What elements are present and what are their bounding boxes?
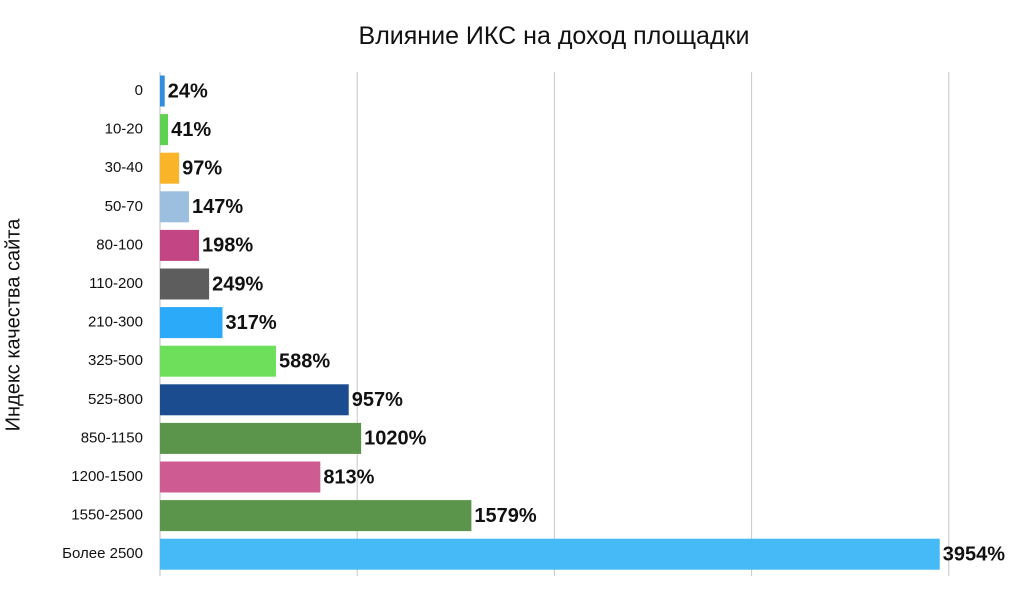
category-tick-label: 210-300: [88, 314, 143, 331]
bar: [160, 75, 165, 107]
category-tick-label: Более 2500: [62, 545, 143, 562]
bar-value-label: 198%: [202, 235, 253, 257]
bar: [160, 268, 210, 300]
bar: [160, 345, 276, 377]
category-tick-label: 30-40: [105, 159, 143, 176]
category-tick-label: 10-20: [105, 121, 143, 138]
bar-value-label: 3954%: [943, 543, 1005, 565]
category-tick-label: 110-200: [89, 275, 143, 292]
category-tick-label: 1200-1500: [71, 468, 143, 485]
bar: [160, 461, 321, 493]
bar-value-label: 41%: [171, 119, 211, 141]
bar-value-label: 317%: [226, 312, 277, 334]
category-tick-label: 525-800: [88, 391, 143, 408]
category-tick-label: 0: [135, 82, 143, 99]
bar-value-label: 1020%: [364, 428, 426, 450]
bar-value-label: 97%: [182, 157, 222, 179]
bar: [160, 538, 940, 570]
category-tick-label: 850-1150: [81, 429, 143, 446]
bar-value-label: 249%: [212, 273, 263, 295]
bar: [160, 191, 189, 223]
category-tick-label: 80-100: [96, 236, 143, 253]
bar: [160, 500, 472, 532]
bar: [160, 422, 362, 454]
bar-value-label: 957%: [352, 389, 403, 411]
category-tick-label: 325-500: [88, 352, 143, 369]
bar-value-label: 24%: [168, 80, 208, 102]
bar: [160, 229, 200, 261]
bar-value-label: 813%: [323, 466, 374, 488]
category-tick-label: 1550-2500: [71, 507, 143, 524]
bar-value-label: 588%: [279, 350, 330, 372]
category-tick-label: 50-70: [105, 198, 143, 215]
bar: [160, 384, 349, 416]
bar: [160, 307, 223, 339]
bar: [160, 152, 180, 184]
chart-title: Влияние ИКС на доход площадки: [358, 22, 750, 50]
bar-value-label: 147%: [192, 196, 243, 218]
bar: [160, 114, 169, 146]
bar-value-label: 1579%: [474, 505, 536, 527]
